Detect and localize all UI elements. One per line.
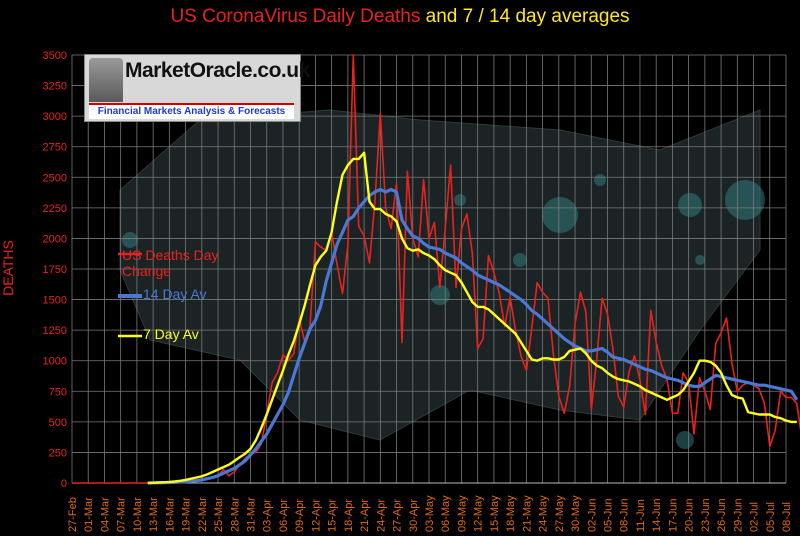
y-tick-label: 1500 [43, 295, 67, 307]
map-bubble [695, 255, 705, 265]
x-tick-label: 31-Mar [246, 497, 258, 532]
x-tick-label: 02-Jun [586, 498, 598, 532]
legend-daily-label: US Deaths Day Change [122, 247, 219, 279]
x-tick-label: 02-Jul [749, 502, 761, 532]
x-tick-label: 09-May [456, 495, 468, 532]
x-tick-label: 22-Mar [197, 497, 209, 532]
x-tick-label: 24-Apr [375, 499, 387, 532]
x-tick-label: 07-Mar [116, 497, 128, 532]
x-tick-label: 08-Jun [619, 498, 631, 532]
map-bubble [676, 431, 694, 449]
chart-series [72, 54, 800, 485]
logo-statue-icon [89, 58, 123, 102]
x-tick-label: 13-Mar [148, 497, 160, 532]
y-tick-label: 1750 [43, 264, 67, 276]
y-axis: 0 250 500 750 1000 1250 1500 1750 2000 2250 2500 27… [43, 50, 67, 490]
y-tick-label: 250 [49, 447, 67, 459]
x-tick-label: 05-Jun [603, 498, 615, 532]
x-tick-label: 15-Apr [327, 499, 339, 532]
x-tick-label: 19-Mar [181, 497, 193, 532]
y-tick-label: 3250 [43, 81, 67, 93]
x-tick-label: 10-Mar [132, 497, 144, 532]
x-tick-label: 14-Jun [651, 498, 663, 532]
y-tick-label: 2750 [43, 142, 67, 154]
x-tick-label: 11-Jun [635, 499, 647, 532]
legend-14day-label: 14 Day Av [143, 286, 207, 302]
x-axis: 27-Feb 01-Mar 04-Mar 07-Mar 10-Mar 13-Mar 16-M… [67, 495, 793, 532]
legend-item-14day: 14 Day Av [143, 286, 207, 302]
x-tick-label: 18-Apr [343, 499, 355, 532]
series-line-2 [147, 151, 797, 485]
y-tick-label: 2000 [43, 233, 67, 245]
x-tick-label: 29-Jun [732, 498, 744, 532]
legend-item-daily: US Deaths Day Change [122, 247, 222, 279]
y-tick-label: 1250 [43, 325, 67, 337]
logo-brand: MarketOracle.co.uk [125, 59, 310, 82]
x-tick-label: 27-Feb [67, 497, 79, 532]
x-tick-label: 03-Apr [262, 499, 274, 532]
legend-item-7day: 7 Day Av [143, 326, 199, 342]
map-bubble [454, 194, 466, 206]
chart-title-part2: and 7 / 14 day averages [425, 6, 630, 27]
map-shape [119, 109, 761, 441]
x-tick-label: 06-May [440, 495, 452, 532]
chart-grid [71, 54, 787, 484]
y-tick-label: 2250 [43, 203, 67, 215]
legend-7day-label: 7 Day Av [143, 326, 199, 342]
x-tick-label: 28-Mar [229, 497, 241, 532]
x-tick-label: 12-Apr [310, 499, 322, 532]
us-map-background [119, 109, 765, 449]
map-bubble [513, 253, 527, 267]
x-tick-label: 30-May [570, 495, 582, 532]
x-tick-label: 27-May [554, 495, 566, 532]
x-tick-label: 04-Mar [99, 497, 111, 532]
x-tick-label: 25-Mar [213, 497, 225, 532]
y-tick-label: 3000 [43, 111, 67, 123]
chart-title: US CoronaVirus Daily Deaths and 7 / 14 d… [0, 6, 800, 28]
x-tick-label: 30-Apr [408, 499, 420, 532]
x-tick-label: 26-Jun [716, 498, 728, 532]
x-tick-label: 16-Mar [164, 497, 176, 532]
x-tick-label: 06-Apr [278, 499, 290, 532]
x-tick-label: 01-Mar [83, 497, 95, 532]
x-tick-label: 15-May [489, 495, 501, 532]
y-axis-label: DEATHS [0, 240, 16, 296]
y-tick-label: 3500 [43, 50, 67, 62]
series-line-1 [147, 187, 799, 485]
x-tick-label: 24-May [538, 495, 550, 532]
map-bubble [542, 197, 578, 233]
x-tick-label: 18-May [505, 495, 517, 532]
chart-title-part1: US CoronaVirus Daily Deaths [170, 6, 421, 27]
x-tick-label: 03-May [424, 495, 436, 532]
y-tick-label: 1000 [43, 356, 67, 368]
x-tick-label: 21-May [521, 495, 533, 532]
market-oracle-logo: MarketOracle.co.uk Financial Markets Ana… [84, 54, 310, 122]
y-tick-label: 0 [61, 478, 67, 490]
map-bubble [122, 232, 138, 248]
x-tick-label: 09-Apr [294, 499, 306, 532]
x-tick-label: 12-May [473, 495, 485, 532]
y-tick-label: 750 [49, 386, 67, 398]
y-tick-label: 2500 [43, 172, 67, 184]
x-tick-label: 20-Jun [684, 498, 696, 532]
y-tick-label: 500 [49, 417, 67, 429]
x-tick-label: 08-Jul [781, 502, 793, 532]
map-bubble [678, 193, 702, 217]
map-bubble [594, 174, 606, 186]
x-tick-label: 05-Jul [765, 502, 777, 532]
x-tick-label: 27-Apr [392, 499, 404, 532]
map-bubble [725, 180, 765, 220]
x-tick-label: 21-Apr [359, 499, 371, 532]
logo-tagline: Financial Markets Analysis & Forecasts [89, 103, 294, 119]
x-tick-label: 23-Jun [700, 498, 712, 532]
x-tick-label: 17-Jun [667, 498, 679, 532]
